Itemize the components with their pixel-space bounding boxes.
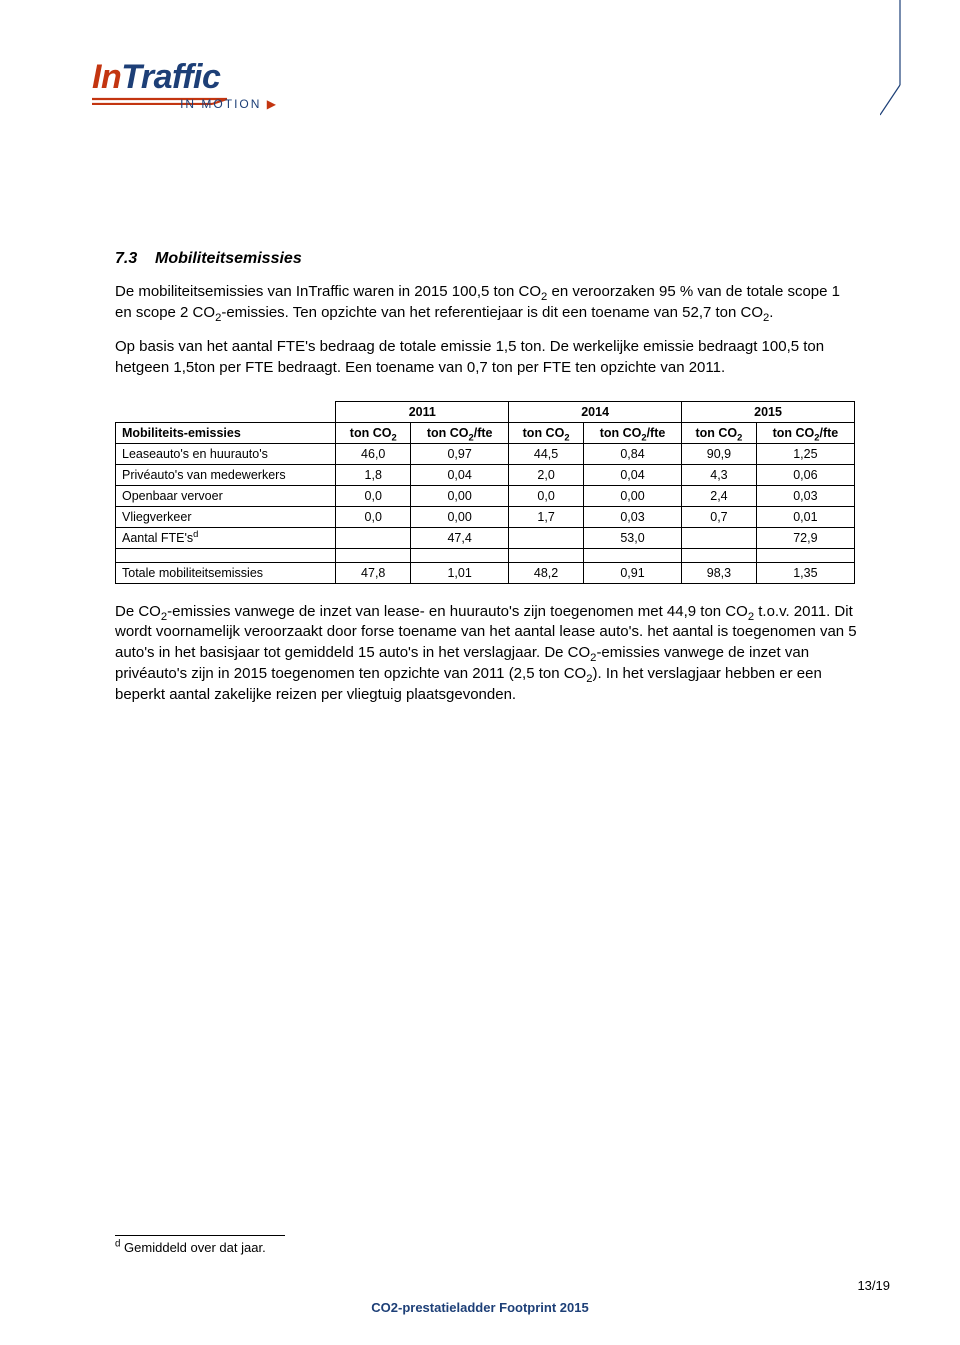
footnote-divider [115, 1235, 285, 1236]
year-2011: 2011 [336, 401, 509, 422]
table-row: Leaseauto's en huurauto's 46,0 0,97 44,5… [116, 443, 855, 464]
table-spacer-row [116, 548, 855, 562]
logo-tagline-text: IN MOTION [180, 97, 261, 111]
col-tonco2fte-2014: ton CO2/fte [583, 422, 681, 443]
footnote-block: d Gemiddeld over dat jaar. [115, 1235, 285, 1255]
table-header-row: Mobiliteits-emissies ton CO2 ton CO2/fte… [116, 422, 855, 443]
footer-title: CO2-prestatieladder Footprint 2015 [0, 1300, 960, 1315]
year-2015: 2015 [682, 401, 855, 422]
content-body: 7.3Mobiliteitsemissies De mobiliteitsemi… [115, 50, 860, 705]
col-tonco2fte-2015: ton CO2/fte [756, 422, 854, 443]
col-tonco2-2014: ton CO2 [509, 422, 584, 443]
logo-prefix: In [92, 58, 121, 96]
paragraph-2: Op basis van het aantal FTE's bedraag de… [115, 337, 860, 378]
page-number: 13/19 [857, 1278, 890, 1293]
logo-main: Traffic [121, 58, 220, 96]
table-row-total: Totale mobiliteitsemissies 47,8 1,01 48,… [116, 562, 855, 583]
logo-wordmark: InTraffic [92, 58, 282, 97]
section-title: Mobiliteitsemissies [155, 250, 302, 267]
col-tonco2-2015: ton CO2 [682, 422, 757, 443]
section-heading: 7.3Mobiliteitsemissies [115, 250, 860, 268]
footnote-text: Gemiddeld over dat jaar. [120, 1240, 265, 1255]
page: InTraffic IN MOTION ▶ 7.3Mobiliteitsemis… [0, 0, 960, 1345]
table-row: Privéauto's van medewerkers 1,8 0,04 2,0… [116, 464, 855, 485]
col-tonco2-2011: ton CO2 [336, 422, 411, 443]
paragraph-3: De CO2-emissies vanwege de inzet van lea… [115, 602, 860, 705]
footnote: d Gemiddeld over dat jaar. [115, 1240, 285, 1255]
emissions-table: 2011 2014 2015 Mobiliteits-emissies ton … [115, 401, 855, 584]
col-tonco2fte-2011: ton CO2/fte [411, 422, 509, 443]
table-row-fte: Aantal FTE'sd 47,4 53,0 72,9 [116, 527, 855, 548]
section-number: 7.3 [115, 250, 155, 268]
year-2014: 2014 [509, 401, 682, 422]
corner-mark [880, 0, 920, 120]
table-year-row: 2011 2014 2015 [116, 401, 855, 422]
logo: InTraffic IN MOTION ▶ [92, 58, 282, 111]
paragraph-1: De mobiliteitsemissies van InTraffic war… [115, 282, 860, 323]
table-row: Openbaar vervoer 0,0 0,00 0,0 0,00 2,4 0… [116, 485, 855, 506]
table-rowhead: Mobiliteits-emissies [116, 422, 336, 443]
table-row: Vliegverkeer 0,0 0,00 1,7 0,03 0,7 0,01 [116, 506, 855, 527]
logo-arrow-icon: ▶ [267, 97, 278, 111]
emissions-table-wrap: 2011 2014 2015 Mobiliteits-emissies ton … [115, 401, 860, 584]
